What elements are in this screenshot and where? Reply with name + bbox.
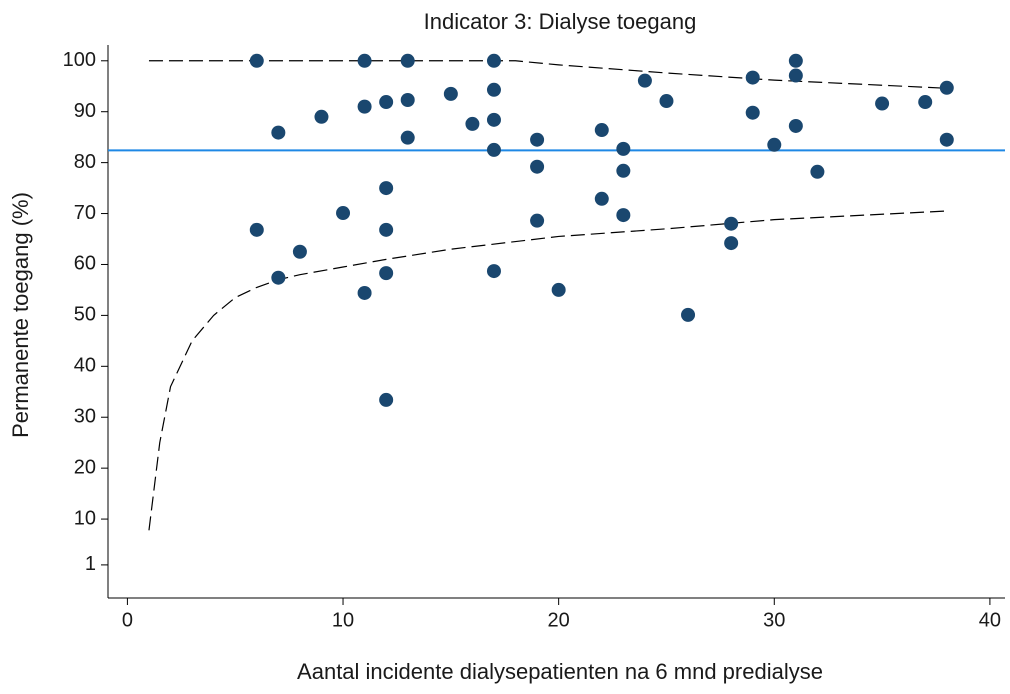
data-point xyxy=(357,99,372,114)
data-point xyxy=(357,53,372,68)
x-tick-label: 20 xyxy=(548,609,570,631)
x-tick-label: 30 xyxy=(763,609,785,631)
data-point xyxy=(788,53,803,68)
chart-title: Indicator 3: Dialyse toegang xyxy=(424,9,697,34)
data-point xyxy=(530,213,545,228)
y-tick-label: 100 xyxy=(63,49,96,71)
y-tick-label: 30 xyxy=(74,406,96,428)
x-tick-label: 0 xyxy=(122,609,133,631)
data-point xyxy=(616,141,631,156)
y-tick-label: 20 xyxy=(74,456,96,478)
data-point xyxy=(400,130,415,145)
control-limit xyxy=(148,210,947,531)
data-point xyxy=(249,222,264,237)
data-point xyxy=(249,53,264,68)
data-point xyxy=(530,159,545,174)
data-point xyxy=(810,164,825,179)
x-tick-label: 40 xyxy=(979,609,1001,631)
data-point xyxy=(616,163,631,178)
data-point xyxy=(767,137,782,152)
y-tick-label: 1 xyxy=(85,553,96,575)
data-point xyxy=(314,109,329,124)
data-point xyxy=(681,307,696,322)
data-point xyxy=(379,392,394,407)
data-point xyxy=(551,282,566,297)
y-tick-label: 60 xyxy=(74,253,96,275)
data-point xyxy=(379,95,394,110)
data-point xyxy=(788,118,803,133)
data-point xyxy=(400,53,415,68)
data-point xyxy=(745,105,760,120)
data-point xyxy=(379,222,394,237)
data-point xyxy=(616,208,631,223)
data-point xyxy=(336,206,351,221)
data-point xyxy=(745,70,760,85)
data-point xyxy=(594,123,609,138)
data-point xyxy=(357,285,372,300)
data-point xyxy=(486,82,501,97)
data-point xyxy=(788,68,803,83)
control-limit xyxy=(148,60,947,89)
data-point xyxy=(939,80,954,95)
data-point xyxy=(724,236,739,251)
data-point xyxy=(271,270,286,285)
y-tick-label: 90 xyxy=(74,100,96,122)
data-point xyxy=(443,86,458,101)
data-point xyxy=(486,142,501,157)
data-point xyxy=(530,132,545,147)
y-axis-label: Permanente toegang (%) xyxy=(8,192,33,438)
data-point xyxy=(875,96,890,111)
data-point xyxy=(939,132,954,147)
data-point xyxy=(271,125,286,140)
data-point xyxy=(918,95,933,110)
data-point xyxy=(486,112,501,127)
data-point xyxy=(292,244,307,259)
y-tick-label: 70 xyxy=(74,202,96,224)
data-point xyxy=(379,266,394,281)
data-point xyxy=(486,53,501,68)
data-point xyxy=(400,92,415,107)
data-point xyxy=(594,191,609,206)
data-point xyxy=(379,181,394,196)
y-tick-label: 50 xyxy=(74,304,96,326)
data-point xyxy=(724,216,739,231)
y-tick-label: 40 xyxy=(74,355,96,377)
data-point xyxy=(486,264,501,279)
y-tick-label: 80 xyxy=(74,151,96,173)
x-tick-label: 10 xyxy=(332,609,354,631)
data-point xyxy=(637,73,652,88)
y-tick-label: 10 xyxy=(74,507,96,529)
x-axis-label: Aantal incidente dialysepatienten na 6 m… xyxy=(297,659,823,684)
data-point xyxy=(465,116,480,131)
data-point xyxy=(659,94,674,109)
